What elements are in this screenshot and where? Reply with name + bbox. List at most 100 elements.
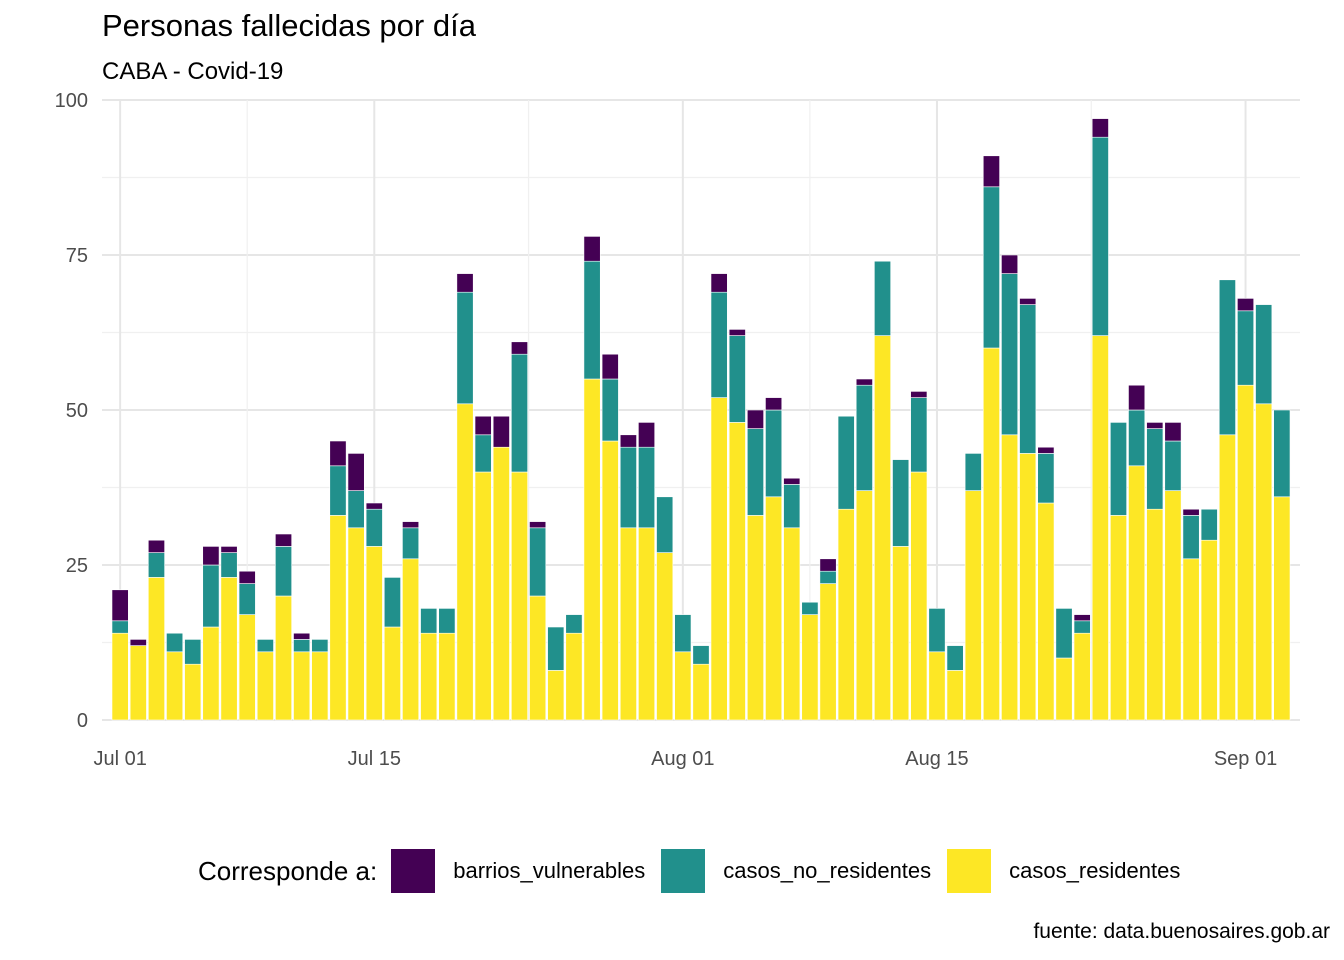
bar-segment-casos-no-residentes xyxy=(383,577,401,628)
bar-segment-casos-residentes xyxy=(565,632,583,721)
bar-segment-barrios-vulnerables xyxy=(765,397,783,411)
bar-segment-casos-no-residentes xyxy=(147,552,165,578)
bar-segment-casos-residentes xyxy=(147,577,165,721)
bar-segment-barrios-vulnerables xyxy=(982,155,1000,188)
bar-segment-casos-residentes xyxy=(275,595,292,721)
bar-segment-casos-residentes xyxy=(1091,335,1109,721)
bar-segment-casos-residentes xyxy=(765,496,783,721)
bar-segment-casos-residentes xyxy=(1019,453,1037,721)
bar-segment-casos-residentes xyxy=(964,490,982,721)
bar-segment-casos-no-residentes xyxy=(1255,304,1273,405)
bar-segment-casos-residentes xyxy=(529,595,547,721)
bar-segment-casos-no-residentes xyxy=(438,608,456,634)
bar-segment-casos-residentes xyxy=(1218,434,1236,721)
bar-segment-casos-residentes xyxy=(256,651,274,721)
legend-swatch xyxy=(391,849,436,893)
bar-segment-casos-no-residentes xyxy=(837,415,855,510)
bar-segment-casos-no-residentes xyxy=(1073,620,1091,634)
bar-segment-casos-no-residentes xyxy=(674,614,692,653)
bar-segment-barrios-vulnerables xyxy=(1037,446,1055,454)
bar-segment-casos-residentes xyxy=(837,508,855,721)
bar-segment-casos-residentes xyxy=(184,663,202,721)
bar-segment-barrios-vulnerables xyxy=(347,453,365,491)
bar-segment-casos-residentes xyxy=(892,546,910,721)
bar-segment-casos-no-residentes xyxy=(619,446,637,529)
bar-segment-barrios-vulnerables xyxy=(456,273,474,293)
bar-segment-casos-residentes xyxy=(383,626,401,721)
bar-segment-barrios-vulnerables xyxy=(1128,384,1146,411)
bar-segment-casos-no-residentes xyxy=(311,639,329,653)
bar-segment-barrios-vulnerables xyxy=(1237,298,1255,312)
bar-segment-casos-no-residentes xyxy=(1200,508,1218,541)
bar-segment-casos-residentes xyxy=(1273,496,1291,721)
bar-segment-casos-no-residentes xyxy=(547,626,565,671)
bar-segment-barrios-vulnerables xyxy=(619,434,637,448)
bar-segment-casos-residentes xyxy=(220,577,238,721)
legend-title: Corresponde a: xyxy=(198,855,378,886)
bar-segment-barrios-vulnerables xyxy=(601,353,619,380)
bar-segment-casos-residentes xyxy=(692,663,710,721)
bar-segment-casos-no-residentes xyxy=(1218,279,1236,436)
bar-segment-barrios-vulnerables xyxy=(1182,508,1200,516)
bar-segment-casos-residentes xyxy=(946,670,964,721)
bar-segment-casos-residentes xyxy=(402,558,420,721)
bar-segment-casos-no-residentes xyxy=(402,527,420,560)
legend-label: casos_residentes xyxy=(1009,858,1181,883)
bar-segment-casos-residentes xyxy=(674,651,692,721)
bar-segment-barrios-vulnerables xyxy=(293,632,311,640)
bar-segment-casos-no-residentes xyxy=(365,508,383,547)
bar-segment-casos-no-residentes xyxy=(910,397,928,473)
bar-segment-casos-residentes xyxy=(819,583,837,721)
bar-segment-casos-no-residentes xyxy=(692,645,710,665)
x-tick-label: Aug 01 xyxy=(651,748,714,770)
bar-segment-casos-no-residentes xyxy=(765,409,783,498)
bar-segment-casos-residentes xyxy=(238,614,256,721)
bar-segment-casos-no-residentes xyxy=(1110,422,1127,516)
bar-segment-casos-no-residentes xyxy=(1055,608,1073,659)
bar-segment-casos-no-residentes xyxy=(638,446,656,529)
bar-segment-barrios-vulnerables xyxy=(1001,254,1019,274)
bar-segment-casos-residentes xyxy=(166,651,184,721)
bar-segment-casos-residentes xyxy=(329,515,347,721)
legend: Corresponde a: barrios_vulnerables casos… xyxy=(198,846,1196,896)
bar-segment-casos-residentes xyxy=(547,670,565,721)
bar-segment-casos-no-residentes xyxy=(892,459,910,547)
bar-segment-casos-no-residentes xyxy=(710,291,728,398)
chart-title: Personas fallecidas por día xyxy=(102,8,476,43)
bar-segment-casos-no-residentes xyxy=(1001,273,1019,436)
bar-segment-barrios-vulnerables xyxy=(1019,298,1037,305)
bar-segment-barrios-vulnerables xyxy=(1091,118,1109,138)
bar-segment-casos-no-residentes xyxy=(801,601,819,615)
bar-segment-casos-residentes xyxy=(1146,508,1164,721)
bar-segment-casos-no-residentes xyxy=(855,384,873,491)
chart-caption: fuente: data.buenosaires.gob.ar xyxy=(1033,920,1330,943)
bar-segment-barrios-vulnerables xyxy=(202,546,220,566)
bar-segment-casos-residentes xyxy=(982,347,1000,721)
bar-segment-barrios-vulnerables xyxy=(111,589,129,622)
y-tick-label: 0 xyxy=(77,710,88,732)
bar-segment-casos-residentes xyxy=(619,527,637,721)
bar-segment-casos-residentes xyxy=(365,546,383,721)
bar-segment-casos-residentes xyxy=(583,378,601,721)
x-tick-label: Aug 15 xyxy=(905,748,968,770)
bar-segment-barrios-vulnerables xyxy=(746,409,764,429)
bar-segment-casos-residentes xyxy=(910,471,928,721)
bar-segment-casos-no-residentes xyxy=(166,632,184,653)
bar-segment-casos-residentes xyxy=(1182,558,1200,721)
chart-subtitle: CABA - Covid-19 xyxy=(102,58,284,85)
bar-segment-casos-residentes xyxy=(638,527,656,721)
bar-segment-barrios-vulnerables xyxy=(511,341,528,355)
bar-segment-barrios-vulnerables xyxy=(220,546,238,553)
bar-segment-casos-no-residentes xyxy=(529,527,547,597)
bar-segment-casos-no-residentes xyxy=(583,260,601,380)
bar-segment-barrios-vulnerables xyxy=(1164,422,1182,442)
bar-segment-barrios-vulnerables xyxy=(583,236,601,262)
x-tick-label: Jul 01 xyxy=(93,748,146,770)
bar-segment-casos-residentes xyxy=(1037,502,1055,721)
bar-layer xyxy=(111,118,1291,721)
bar-segment-casos-no-residentes xyxy=(601,378,619,442)
bar-segment-casos-no-residentes xyxy=(220,552,238,578)
bar-segment-casos-residentes xyxy=(1110,515,1127,721)
bar-segment-barrios-vulnerables xyxy=(638,422,656,448)
bar-segment-casos-residentes xyxy=(438,632,456,721)
